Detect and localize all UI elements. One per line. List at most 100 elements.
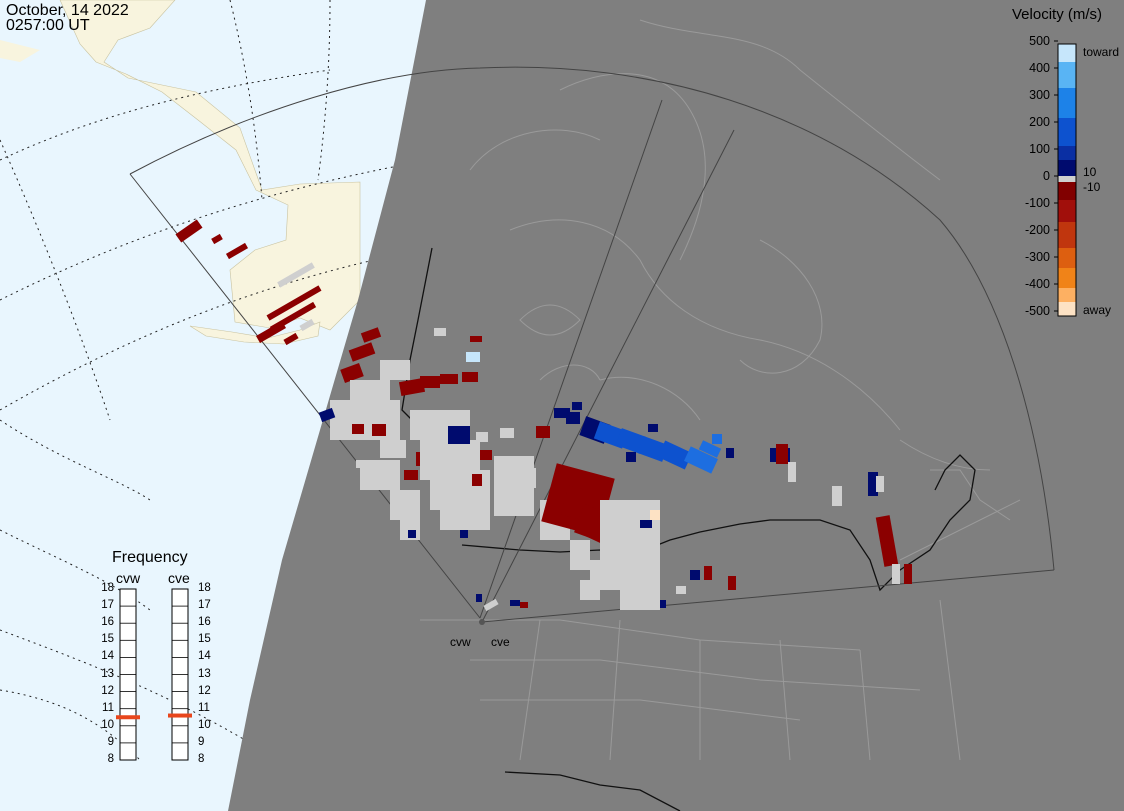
legend-title: Velocity (m/s) [1012, 6, 1103, 23]
frequency-marker-cve [168, 713, 192, 718]
frequency-panel [116, 588, 192, 761]
velocity-cell [788, 462, 796, 482]
velocity-cell [398, 378, 426, 396]
velocity-cell [698, 440, 722, 458]
velocity-cell [676, 586, 686, 594]
velocity-cell [460, 430, 470, 440]
colorbar-segment [1058, 248, 1076, 268]
velocity-cell [476, 594, 482, 602]
colorbar-tick-label: 100 [1029, 142, 1050, 156]
frequency-scale-right: 18 [198, 582, 211, 594]
frequency-scale-left: 13 [101, 667, 114, 680]
colorbar-segment [1058, 88, 1076, 118]
velocity-cell [277, 262, 315, 288]
colorbar-tick-label: 0 [1043, 169, 1050, 183]
velocity-cell [728, 576, 736, 590]
colorbar-segment [1058, 182, 1076, 200]
colorbar-segment [1058, 200, 1076, 222]
frequency-scale-right: 16 [198, 616, 211, 629]
velocity-cell [372, 424, 386, 436]
time-label: 0257:00 UT [6, 17, 90, 34]
velocity-cell [657, 440, 693, 470]
frequency-scale-left: 9 [107, 735, 114, 748]
colorbar-tick-label: -100 [1024, 196, 1050, 210]
velocity-cell [626, 452, 636, 462]
frequency-marker-cvw [116, 715, 140, 720]
frequency-scale-right: 12 [198, 684, 211, 697]
colorbar-segment [1058, 118, 1076, 146]
velocity-cell [434, 328, 446, 336]
velocity-cell [440, 510, 490, 530]
colorbar-tick-label: 400 [1029, 61, 1050, 75]
night-shade [228, 0, 1124, 811]
velocity-cell [570, 540, 590, 570]
radar-fov [129, 66, 1055, 623]
coastlines [420, 19, 1021, 761]
colorbar-segment [1058, 62, 1076, 88]
velocity-cell [330, 400, 400, 440]
velocity-cell [572, 402, 582, 410]
velocity-cell [640, 520, 652, 528]
velocity-cell [356, 460, 364, 468]
frequency-scale-left: 8 [107, 753, 114, 765]
frequency-scale-left: 15 [101, 633, 114, 646]
frequency-scale-left: 10 [101, 718, 114, 731]
velocity-cell [580, 580, 600, 600]
velocity-cell [470, 336, 482, 342]
colorbar-frame [1057, 43, 1077, 317]
velocity-cell [408, 530, 416, 538]
colorbar-segment [1058, 44, 1076, 62]
velocity-cell [225, 242, 249, 260]
velocity-cell [211, 233, 223, 245]
velocity-cell [175, 219, 203, 243]
colorbar-tick-label: 300 [1029, 88, 1050, 102]
site-label-cvw: cvw [450, 635, 471, 649]
velocity-cell [318, 407, 336, 423]
radar-site-marker-icon [479, 619, 485, 625]
velocity-cell [620, 570, 660, 610]
velocity-cell [500, 428, 514, 438]
velocity-cell [776, 444, 788, 464]
colorbar-segment [1058, 146, 1076, 160]
velocity-cell [690, 570, 700, 580]
date-label: October, 14 2022 [6, 2, 129, 19]
frequency-scale-left: 12 [101, 684, 114, 697]
colorbar-tick-label: 500 [1029, 34, 1050, 48]
island-nw [0, 40, 40, 62]
neg-min-label: -10 [1083, 180, 1101, 194]
velocity-cell [404, 470, 418, 480]
velocity-cell [650, 510, 660, 520]
velocity-cell [299, 318, 315, 332]
velocity-cell [536, 426, 550, 438]
site-label-cve: cve [491, 635, 510, 649]
velocity-cell [875, 515, 899, 567]
velocity-cell [348, 342, 376, 362]
velocity-colorbar [1054, 40, 1077, 317]
velocity-cell [832, 486, 842, 506]
frequency-scale-right: 10 [198, 718, 211, 731]
velocity-cell [904, 564, 912, 584]
velocity-cell [340, 363, 364, 383]
velocity-cell [360, 460, 400, 490]
graticule [0, 0, 431, 761]
frequency-scale-right: 11 [198, 701, 210, 714]
velocity-cell [554, 408, 570, 418]
velocity-cell [352, 424, 364, 434]
velocity-cell [510, 600, 520, 606]
velocity-cell [462, 372, 478, 382]
frequency-scale-left: 11 [102, 701, 114, 714]
velocity-cell [516, 468, 536, 488]
colorbar-segment [1058, 302, 1076, 316]
velocity-cell [380, 360, 410, 380]
velocity-cell [466, 352, 480, 362]
velocity-cell [380, 440, 406, 458]
velocity-cell [892, 564, 900, 584]
frequency-scale-left: 16 [101, 616, 114, 629]
velocity-cell [684, 446, 718, 474]
colorbar-segment [1058, 222, 1076, 248]
velocity-cell [476, 432, 488, 442]
frequency-scale-right: 14 [198, 650, 211, 663]
velocity-cell [480, 450, 492, 460]
